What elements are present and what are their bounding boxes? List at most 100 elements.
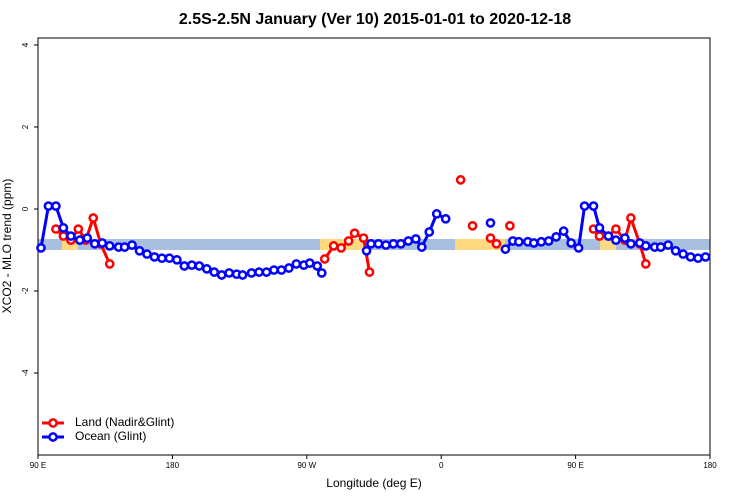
data-point [573, 243, 584, 253]
data-point [336, 243, 346, 253]
data-point [440, 213, 451, 224]
data-point [685, 252, 696, 262]
y-tick-label: 0 [21, 206, 30, 211]
data-point [543, 236, 554, 246]
y-tick-label: -4 [21, 369, 30, 377]
data-point [73, 224, 84, 234]
data-point [366, 238, 376, 249]
data-point [455, 175, 466, 185]
data-point [485, 233, 496, 243]
data-point [678, 249, 688, 259]
data-point [594, 231, 605, 241]
x-tick-label: 90 W [297, 461, 316, 470]
data-point [505, 220, 515, 231]
data-point [172, 254, 182, 265]
data-point [528, 238, 539, 248]
data-point [373, 238, 384, 249]
data-point [319, 254, 330, 264]
data-point [179, 261, 190, 271]
x-tick-label: 180 [166, 461, 180, 470]
data-point [224, 268, 234, 278]
data-point [700, 252, 711, 262]
data-point [216, 270, 227, 280]
data-point [149, 252, 160, 262]
data-point [514, 236, 524, 247]
data-point [304, 258, 315, 268]
land-band [455, 239, 505, 250]
data-point [186, 260, 197, 271]
data-point [626, 213, 636, 223]
data-point [201, 263, 212, 274]
data-point [237, 270, 248, 280]
data-point [640, 241, 651, 251]
data-point [269, 265, 279, 275]
data-point [467, 220, 478, 231]
data-point [58, 222, 69, 233]
data-point [626, 238, 636, 249]
data-point [328, 241, 339, 251]
data-point [261, 267, 272, 277]
legend-marker [48, 418, 58, 428]
data-point [82, 233, 93, 243]
y-tick-label: -2 [21, 287, 30, 295]
data-point [396, 238, 406, 249]
data-point [284, 263, 294, 273]
data-point [66, 231, 76, 241]
data-point [640, 259, 651, 269]
data-point [410, 234, 421, 244]
data-point [89, 238, 100, 249]
x-tick-label: 90 E [30, 461, 46, 470]
x-tick-label: 180 [703, 461, 717, 470]
data-point [51, 224, 61, 234]
data-point [361, 245, 372, 256]
data-point [431, 209, 442, 219]
data-point [349, 228, 360, 239]
data-point [316, 268, 327, 278]
data-point [358, 233, 369, 243]
data-point [104, 241, 115, 251]
data-point [209, 267, 220, 277]
chart-title: 2.5S-2.5N January (Ver 10) 2015-01-01 to… [179, 11, 571, 28]
data-point [104, 259, 115, 269]
data-point [588, 201, 599, 211]
y-tick-label: 2 [21, 124, 30, 129]
data-point [670, 245, 681, 256]
data-point [491, 238, 502, 249]
data-point [381, 240, 391, 250]
data-point [611, 224, 621, 234]
data-point [119, 242, 130, 252]
legend-label: Land (Nadir&Glint) [75, 415, 174, 429]
data-point [142, 249, 152, 259]
land-band [600, 239, 616, 250]
data-point [43, 201, 54, 211]
data-point [97, 238, 108, 248]
data-point [157, 253, 167, 264]
data-point [364, 267, 375, 277]
data-point [594, 222, 605, 233]
x-tick-label: 90 E [567, 461, 583, 470]
data-point [343, 236, 354, 246]
data-point [485, 218, 496, 228]
data-point [291, 259, 302, 269]
data-point [312, 261, 323, 271]
x-tick-label: 0 [439, 461, 444, 470]
data-point [246, 268, 257, 278]
x-axis-label: Longitude (deg E) [326, 476, 421, 490]
data-point [655, 242, 666, 252]
data-point [500, 244, 511, 255]
data-point [416, 242, 427, 252]
data-point [566, 238, 576, 248]
data-point [611, 235, 621, 245]
data-point [164, 253, 175, 264]
y-axis-label: XCO2 - MLO trend (ppm) [0, 179, 14, 314]
data-point [58, 231, 69, 241]
data-point [620, 233, 630, 243]
data-point [579, 201, 590, 211]
data-point [603, 231, 614, 241]
data-point [74, 235, 85, 245]
data-point [663, 240, 674, 250]
data-point [276, 265, 287, 275]
data-point [693, 253, 703, 264]
data-point [127, 240, 137, 250]
